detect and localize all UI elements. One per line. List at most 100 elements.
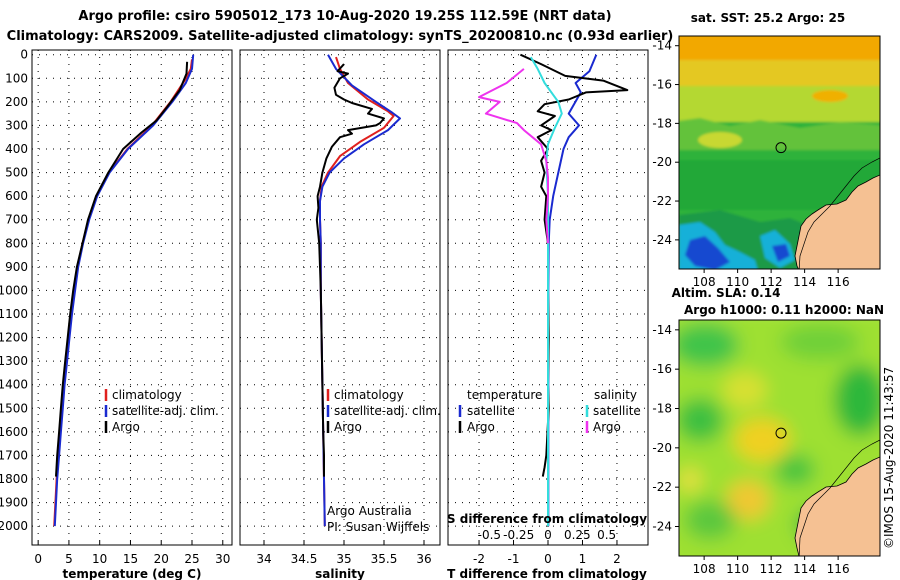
depth-tick-label: 1400 bbox=[0, 378, 28, 392]
salinity-plot-frame bbox=[239, 49, 441, 546]
legend-salinity-heading: salinity bbox=[594, 388, 637, 402]
map-lon-label: 110 bbox=[726, 562, 749, 576]
depth-tick-label: 500 bbox=[5, 166, 28, 180]
sla-map-ticks: 108 110 112 114 116 -14 -16 -18 -20 -22 -24 bbox=[652, 323, 849, 576]
legend-climatology: climatology bbox=[112, 388, 182, 402]
map-lat-label: -14 bbox=[652, 39, 672, 53]
depth-tick-label: 1700 bbox=[0, 448, 28, 462]
legend-temperature-heading: temperature bbox=[467, 388, 542, 402]
x-tick-label: -2 bbox=[473, 552, 485, 566]
x-tick-label: 34.5 bbox=[291, 552, 318, 566]
s-diff-tick-label: 0 bbox=[544, 528, 552, 542]
annotation-pi: PI: Susan Wijffels bbox=[327, 520, 429, 534]
s-diff-tick-label: -0.25 bbox=[503, 528, 534, 542]
sst-map bbox=[679, 36, 880, 269]
depth-tick-label: 1600 bbox=[0, 425, 28, 439]
map-lat-label: -24 bbox=[652, 233, 672, 247]
sla-map-subtitle: Argo h1000: 0.11 h2000: NaN bbox=[684, 303, 884, 317]
sst-map-frame bbox=[678, 35, 881, 270]
map-lon-label: 108 bbox=[693, 562, 716, 576]
legend-satellite-adj: satellite-adj. clim. bbox=[112, 404, 219, 418]
salinity-legend: climatology satellite-adj. clim. Argo Ar… bbox=[326, 388, 441, 534]
depth-tick-label: 0 bbox=[20, 48, 28, 62]
legend-t-satellite: satellite bbox=[467, 404, 515, 418]
depth-tick-label: 400 bbox=[5, 142, 28, 156]
sst-map-title: sat. SST: 25.2 Argo: 25 bbox=[691, 11, 845, 25]
map-lat-label: -22 bbox=[652, 194, 672, 208]
header-line-2: Climatology: CARS2009. Satellite-adjuste… bbox=[7, 29, 674, 44]
depth-tick-label: 200 bbox=[5, 95, 28, 109]
map-lon-label: 114 bbox=[793, 562, 816, 576]
x-tick-label: 15 bbox=[123, 552, 138, 566]
legend-argo: Argo bbox=[112, 420, 140, 434]
sla-map bbox=[679, 320, 880, 556]
map-lon-label: 110 bbox=[726, 275, 749, 289]
depth-tick-label: 100 bbox=[5, 71, 28, 85]
map-lat-label: -18 bbox=[652, 402, 672, 416]
float-location-marker bbox=[775, 427, 787, 439]
sla-map-title: Altim. SLA: 0.14 bbox=[672, 286, 781, 300]
temperature-plot-frame bbox=[31, 49, 233, 546]
bathymetry-contour bbox=[798, 157, 880, 269]
legend-climatology: climatology bbox=[334, 388, 404, 402]
x-tick-label: 36 bbox=[416, 552, 431, 566]
depth-tick-label: 1100 bbox=[0, 307, 28, 321]
sdiff-xlabel: S difference from climatology bbox=[447, 512, 647, 526]
x-tick-label: 30 bbox=[215, 552, 230, 566]
sla-map-frame bbox=[678, 319, 881, 557]
depth-tick-label: 800 bbox=[5, 236, 28, 250]
temperature-xlabel: temperature (deg C) bbox=[63, 567, 202, 580]
salinity-xlabel: salinity bbox=[315, 567, 365, 580]
map-lat-label: -20 bbox=[652, 155, 672, 169]
map-lon-label: 116 bbox=[827, 562, 850, 576]
depth-tick-label: 1000 bbox=[0, 283, 28, 297]
x-tick-label: 0 bbox=[544, 552, 552, 566]
x-tick-label: 20 bbox=[154, 552, 169, 566]
australia-land bbox=[794, 456, 880, 556]
temperature-legend: climatology satellite-adj. clim. Argo bbox=[104, 388, 219, 434]
series-line-argo bbox=[315, 63, 385, 477]
series-line-argo bbox=[55, 61, 189, 477]
map-lon-label: 116 bbox=[827, 275, 850, 289]
x-tick-label: 10 bbox=[92, 552, 107, 566]
map-lat-label: -20 bbox=[652, 441, 672, 455]
legend-s-satellite: satellite bbox=[593, 404, 641, 418]
depth-tick-label: 1200 bbox=[0, 331, 28, 345]
depth-tick-label: 2000 bbox=[0, 519, 28, 533]
map-lat-label: -22 bbox=[652, 480, 672, 494]
legend-s-argo: Argo bbox=[593, 420, 621, 434]
x-tick-label: 0 bbox=[34, 552, 42, 566]
map-lon-label: 114 bbox=[793, 275, 816, 289]
depth-tick-label: 700 bbox=[5, 213, 28, 227]
map-lat-label: -16 bbox=[652, 78, 672, 92]
map-lat-label: -18 bbox=[652, 116, 672, 130]
float-location-marker bbox=[775, 142, 787, 154]
depth-tick-label: 600 bbox=[5, 189, 28, 203]
map-lat-label: -16 bbox=[652, 362, 672, 376]
x-tick-label: 1 bbox=[579, 552, 587, 566]
depth-tick-label: 1800 bbox=[0, 472, 28, 486]
x-tick-label: 25 bbox=[184, 552, 199, 566]
s-diff-tick-label: 0.5 bbox=[597, 528, 616, 542]
map-lon-label: 112 bbox=[760, 562, 783, 576]
tdiff-xlabel: T difference from climatology bbox=[447, 567, 647, 580]
x-tick-label: 34 bbox=[256, 552, 271, 566]
imos-credit: ©IMOS 15-Aug-2020 11:43:57 bbox=[882, 367, 896, 549]
depth-tick-label: 1900 bbox=[0, 496, 28, 510]
map-lat-label: -24 bbox=[652, 520, 672, 534]
depth-tick-label: 900 bbox=[5, 260, 28, 274]
axis-layer: 0100200300400500600700800900100011001200… bbox=[0, 48, 621, 566]
series-layer bbox=[53, 53, 629, 527]
australia-land bbox=[794, 174, 880, 269]
series-line-salinity-argo bbox=[478, 68, 549, 244]
series-line-salinity-satellite bbox=[529, 56, 563, 527]
x-tick-label: -1 bbox=[508, 552, 520, 566]
legend-argo: Argo bbox=[334, 420, 362, 434]
x-tick-label: 5 bbox=[65, 552, 73, 566]
legend-satellite-adj: satellite-adj. clim. bbox=[334, 404, 441, 418]
bathymetry-contour bbox=[798, 439, 880, 556]
annotation-argo-australia: Argo Australia bbox=[327, 504, 412, 518]
map-lon-label: 108 bbox=[693, 275, 716, 289]
header-line-1: Argo profile: csiro 5905012_173 10-Aug-2… bbox=[78, 9, 611, 24]
